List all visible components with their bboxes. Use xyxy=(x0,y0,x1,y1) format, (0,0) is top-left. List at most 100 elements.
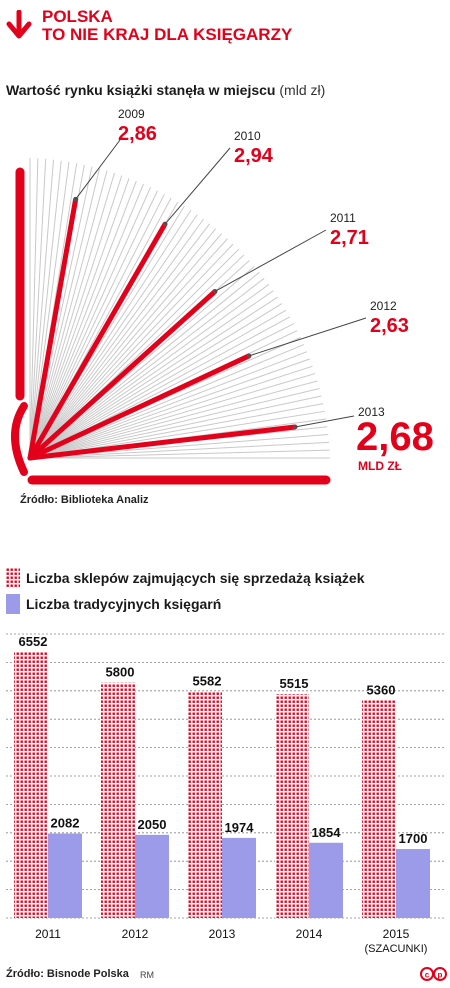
fan-grey-ray xyxy=(29,178,130,459)
bar-label-shops-2013: 5582 xyxy=(193,674,222,689)
bar-chart-source: Źródło: Bisnode Polska xyxy=(6,968,129,980)
fan-grey-ray xyxy=(29,194,165,459)
fan-year-2009: 2009 xyxy=(118,107,145,121)
fan-value-ray-2011 xyxy=(27,288,218,461)
fan-chart-title-text: Wartość rynku książki stanęła w miejscu xyxy=(6,82,276,98)
fan-value-2012: 2,63 xyxy=(370,315,409,337)
fan-grey-ray xyxy=(29,183,144,459)
fan-grey-ray xyxy=(29,365,313,459)
fan-value-ray-2009 xyxy=(27,196,79,461)
fan-grey-ray xyxy=(29,158,47,459)
bar-shops-2013 xyxy=(188,691,222,918)
fan-chart-title: Wartość rynku książki stanęła w miejscu … xyxy=(6,82,325,98)
bar-shops-2012 xyxy=(101,682,135,918)
fan-year-2012: 2012 xyxy=(370,299,397,313)
fan-value-2013: 2,68 xyxy=(356,415,434,459)
fan-value-2010: 2,94 xyxy=(234,145,274,167)
bar-shops-2014 xyxy=(275,694,309,918)
bar-bookstores-2012 xyxy=(135,834,169,918)
fan-grey-ray xyxy=(29,172,115,459)
bar-category-2011: 2011 xyxy=(35,927,61,941)
fan-grey-ray xyxy=(29,238,228,459)
fan-value-2009: 2,86 xyxy=(118,123,157,145)
fan-grey-ray xyxy=(29,316,291,459)
fan-value-2011: 2,71 xyxy=(330,227,369,249)
fan-year-2010: 2010 xyxy=(234,129,261,143)
fan-frame-corner xyxy=(11,402,28,476)
bar-category-2015: 2015 xyxy=(383,927,410,941)
fan-grey-ray xyxy=(29,214,198,459)
bar-bookstores-2013 xyxy=(222,837,256,918)
fan-grey-ray xyxy=(29,190,158,459)
fan-chart: 2009 2,86 2010 2,94 2011 2,71 2012 2,63 20132,68… xyxy=(11,107,434,485)
fan-grey-ray xyxy=(29,233,223,459)
fan-grey-ray xyxy=(29,209,192,459)
bar-bookstores-2011 xyxy=(48,833,82,918)
page-title: POLSKA TO NIE KRAJ DLA KSIĘGARZY xyxy=(42,8,292,44)
page-title-line1: POLSKA xyxy=(42,7,113,26)
fan-grey-ray xyxy=(29,309,287,459)
legend-swatch-bookstores xyxy=(6,594,20,614)
fan-chart-source: Źródło: Biblioteka Analiz xyxy=(20,494,149,506)
copyright-icon: c p xyxy=(420,967,447,981)
fan-leader-2009 xyxy=(75,139,121,200)
fan-leader-2011 xyxy=(214,229,327,292)
fan-frame xyxy=(11,167,331,485)
fan-grey-ray xyxy=(29,170,108,459)
bar-category-2014: 2014 xyxy=(296,927,323,941)
bar-label-bookstores-2014: 1854 xyxy=(312,825,342,840)
bar-label-bookstores-2015: 1700 xyxy=(399,831,428,846)
fan-grey-ray xyxy=(29,187,151,459)
bar-bookstores-2015 xyxy=(396,849,430,918)
fan-grey-ray xyxy=(29,218,204,459)
bar-category-2012: 2012 xyxy=(122,927,149,941)
bar-label-bookstores-2011: 2082 xyxy=(51,816,80,831)
fan-grey-ray xyxy=(29,158,39,459)
fan-grey-ray xyxy=(29,243,234,459)
fan-grey-ray xyxy=(29,168,100,459)
down-arrow-icon xyxy=(6,10,32,39)
bar-chart: 6552 2082 2011 5800 2050 2012 5582 1974 2013 5515… xyxy=(6,633,444,955)
bar-category-note-2015: (SZACUNKI) xyxy=(365,943,428,955)
legend-swatch-shops xyxy=(6,568,20,588)
credit-initials: RM xyxy=(140,970,154,980)
fan-grey-ray xyxy=(29,271,260,459)
fan-total-unit: MLD ZŁ xyxy=(358,459,402,473)
bar-label-bookstores-2013: 1974 xyxy=(225,820,255,835)
legend-label-shops: Liczba sklepów zajmujących się sprzedażą… xyxy=(26,570,365,586)
fan-grey-ray xyxy=(29,388,320,459)
fan-value-ray-2010 xyxy=(27,221,168,461)
fan-grey-ray xyxy=(29,380,318,459)
fan-value-rays xyxy=(27,196,298,461)
fan-value-ray-2013 xyxy=(27,424,298,461)
fan-grey-ray xyxy=(29,223,211,459)
bar-labels: 6552 2082 2011 5800 2050 2012 5582 1974 2013 5515… xyxy=(19,634,428,955)
fan-chart-unit: (mld zł) xyxy=(279,82,326,98)
fan-grey-ray xyxy=(29,395,322,459)
bar-label-shops-2014: 5515 xyxy=(280,676,309,691)
fan-grey-ray xyxy=(29,358,310,459)
fan-grey-ray xyxy=(29,449,330,459)
bar-category-2013: 2013 xyxy=(209,927,236,941)
fan-grey-ray xyxy=(29,290,274,459)
fan-grey-ray xyxy=(29,403,324,459)
fan-grey-ray xyxy=(29,284,270,459)
fan-grey-ray xyxy=(29,441,330,459)
fan-leader-2012 xyxy=(248,317,367,357)
fan-grey-ray xyxy=(29,373,316,459)
page-title-line2: TO NIE KRAJ DLA KSIĘGARZY xyxy=(42,25,293,44)
bar-bookstores-2014 xyxy=(309,842,343,918)
fan-leader-2010 xyxy=(164,147,231,225)
bar-shops-2011 xyxy=(14,652,48,918)
bar-label-shops-2015: 5360 xyxy=(367,683,396,698)
fan-grey-ray xyxy=(29,351,308,459)
fan-leader-2013 xyxy=(294,415,355,428)
bar-shops-2015 xyxy=(362,700,396,918)
fan-grey-ray xyxy=(29,228,217,459)
legend-label-bookstores: Liczba tradycyjnych księgarń xyxy=(26,596,222,612)
bar-marks xyxy=(14,652,430,918)
fan-grey-ray xyxy=(29,160,62,459)
bar-label-bookstores-2012: 2050 xyxy=(138,817,167,832)
svg-text:p: p xyxy=(438,971,443,980)
fan-value-ray-2012 xyxy=(27,353,252,461)
